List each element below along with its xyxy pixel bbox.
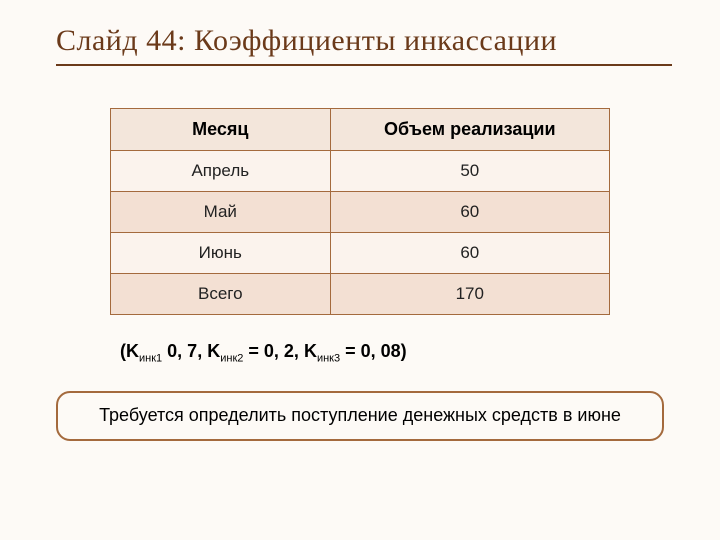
cell-month: Май (111, 192, 331, 233)
k3-sub: инк3 (317, 353, 340, 365)
cell-value: 50 (330, 151, 609, 192)
cell-value: 60 (330, 233, 609, 274)
k3-val: 0, 08 (361, 341, 401, 361)
table-row: Всего 170 (111, 274, 610, 315)
table-row: Апрель 50 (111, 151, 610, 192)
slide-title: Слайд 44: Коэффициенты инкассации (0, 0, 720, 64)
data-table: Месяц Объем реализации Апрель 50 Май 60 … (110, 108, 610, 315)
k1-label: K (126, 341, 139, 361)
cell-month: Июнь (111, 233, 331, 274)
k2-sub: инк2 (220, 353, 243, 365)
task-note-text: Требуется определить поступление денежны… (99, 405, 621, 425)
col-header-month: Месяц (111, 109, 331, 151)
k1-val: 0, 7 (167, 341, 197, 361)
k2-val: 0, 2 (264, 341, 294, 361)
task-note-box: Требуется определить поступление денежны… (56, 391, 664, 441)
k1-sub: инк1 (139, 353, 162, 365)
cell-month: Апрель (111, 151, 331, 192)
table-header-row: Месяц Объем реализации (111, 109, 610, 151)
col-header-volume: Объем реализации (330, 109, 609, 151)
cell-value: 60 (330, 192, 609, 233)
cell-month: Всего (111, 274, 331, 315)
k2-label: K (207, 341, 220, 361)
table-row: Июнь 60 (111, 233, 610, 274)
k3-label: K (304, 341, 317, 361)
cell-value: 170 (330, 274, 609, 315)
table-row: Май 60 (111, 192, 610, 233)
title-underline (56, 64, 672, 66)
coefficients-line: (Kинк1 0, 7, Kинк2 = 0, 2, Kинк3 = 0, 08… (120, 341, 720, 365)
